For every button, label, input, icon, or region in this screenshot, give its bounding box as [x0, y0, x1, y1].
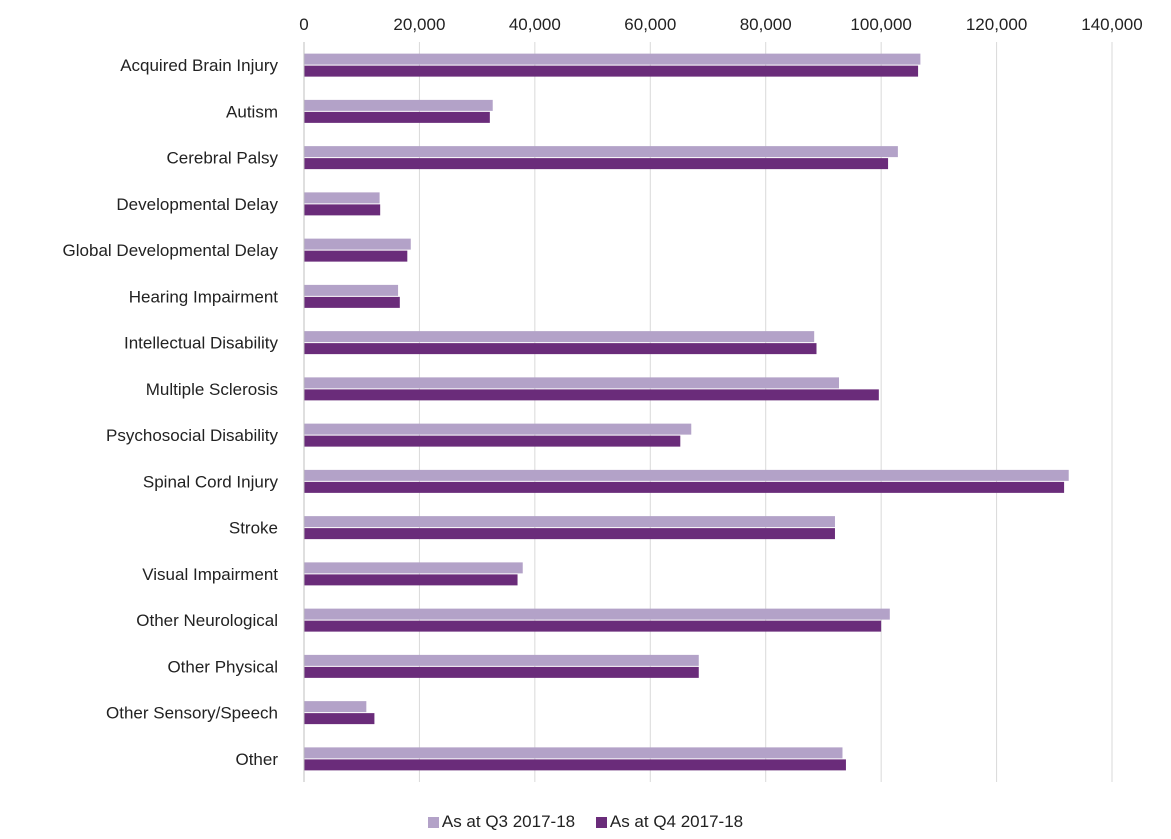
x-tick-label: 60,000	[624, 15, 676, 34]
category-label: Developmental Delay	[116, 195, 278, 214]
bar-q4	[304, 389, 879, 401]
bar-q4	[304, 296, 400, 308]
legend-item-q3: As at Q3 2017-18	[427, 812, 576, 832]
bar-q3	[304, 423, 692, 435]
bar-q4	[304, 574, 518, 586]
bar-q3	[304, 516, 835, 528]
x-tick-label: 100,000	[850, 15, 911, 34]
x-tick-label: 140,000	[1081, 15, 1142, 34]
x-tick-label: 0	[299, 15, 308, 34]
bar-q4	[304, 250, 408, 262]
legend-item-q4: As at Q4 2017-18	[595, 812, 744, 832]
category-label: Intellectual Disability	[124, 334, 279, 353]
category-label: Other Physical	[167, 657, 278, 676]
legend-swatch-q3	[427, 816, 439, 828]
bar-q3	[304, 469, 1069, 481]
bars	[304, 53, 1069, 771]
bar-q3	[304, 701, 367, 713]
bar-q4	[304, 111, 490, 123]
x-tick-label: 40,000	[509, 15, 561, 34]
bar-q4	[304, 204, 381, 216]
legend-label-q4: As at Q4 2017-18	[609, 812, 744, 831]
bar-q4	[304, 713, 375, 725]
category-label: Other Sensory/Speech	[106, 704, 278, 723]
bar-q3	[304, 654, 699, 666]
bar-q4	[304, 435, 681, 447]
x-tick-label: 80,000	[740, 15, 792, 34]
bar-q4	[304, 528, 835, 540]
category-label: Cerebral Palsy	[167, 149, 279, 168]
x-tick-label: 120,000	[966, 15, 1027, 34]
category-label: Multiple Sclerosis	[146, 380, 278, 399]
bar-q4	[304, 759, 846, 771]
category-label: Global Developmental Delay	[63, 241, 279, 260]
bar-q4	[304, 65, 919, 77]
category-label: Stroke	[229, 519, 278, 538]
bar-q3	[304, 99, 493, 111]
legend: As at Q3 2017-18 As at Q4 2017-18	[0, 812, 1171, 833]
category-label: Autism	[226, 102, 278, 121]
bar-q3	[304, 192, 380, 204]
bar-q4	[304, 158, 889, 170]
category-labels: Acquired Brain Injury Autism Cerebral Pals…	[63, 56, 279, 769]
x-tick-label: 20,000	[393, 15, 445, 34]
bar-q3	[304, 562, 523, 574]
category-label: Other Neurological	[136, 611, 278, 630]
bar-q3	[304, 284, 399, 296]
bar-q3	[304, 747, 843, 759]
bar-q3	[304, 146, 898, 158]
bar-q3	[304, 238, 411, 250]
category-label: Hearing Impairment	[129, 287, 279, 306]
bar-q4	[304, 620, 882, 632]
bar-q4	[304, 481, 1065, 493]
category-label: Visual Impairment	[142, 565, 278, 584]
category-label: Psychosocial Disability	[106, 426, 278, 445]
bar-q3	[304, 53, 921, 65]
bar-q3	[304, 377, 840, 389]
category-label: Spinal Cord Injury	[143, 472, 279, 491]
bar-q4	[304, 343, 817, 355]
category-label: Other	[235, 750, 278, 769]
bar-q4	[304, 666, 699, 678]
legend-swatch-q4	[595, 816, 607, 828]
x-axis-ticks: 0 20,000 40,000 60,000 80,000 100,000 120,000 1…	[299, 15, 1142, 34]
bar-q3	[304, 608, 890, 620]
legend-label-q3: As at Q3 2017-18	[441, 812, 576, 831]
bar-q3	[304, 331, 815, 343]
category-label: Acquired Brain Injury	[120, 56, 278, 75]
